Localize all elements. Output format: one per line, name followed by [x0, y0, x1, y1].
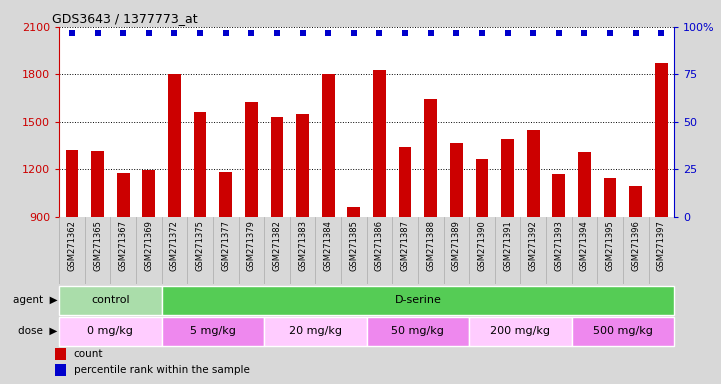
Bar [322, 74, 335, 217]
Bar [168, 74, 181, 217]
Text: 20 mg/kg: 20 mg/kg [289, 326, 342, 336]
Text: GSM271372: GSM271372 [170, 220, 179, 271]
Text: GSM271367: GSM271367 [119, 220, 128, 271]
Point [143, 30, 154, 36]
Bar [59, 286, 162, 315]
Point [451, 30, 462, 36]
Bar [245, 102, 257, 217]
Point [604, 30, 616, 36]
Text: GSM271386: GSM271386 [375, 220, 384, 271]
Text: 5 mg/kg: 5 mg/kg [190, 326, 236, 336]
Bar [59, 317, 162, 346]
Point [476, 30, 487, 36]
Bar [367, 317, 469, 346]
Point [655, 30, 667, 36]
Text: GSM271392: GSM271392 [528, 220, 538, 271]
Point [271, 30, 283, 36]
Text: GSM271362: GSM271362 [68, 220, 76, 271]
Text: GSM271382: GSM271382 [273, 220, 281, 271]
Bar [655, 63, 668, 217]
Text: GSM271394: GSM271394 [580, 220, 589, 271]
Bar [219, 172, 232, 217]
Bar [572, 317, 674, 346]
Bar [270, 117, 283, 217]
Point [630, 30, 642, 36]
Bar [194, 113, 206, 217]
Text: GSM271369: GSM271369 [144, 220, 154, 271]
Text: 50 mg/kg: 50 mg/kg [392, 326, 444, 336]
Text: percentile rank within the sample: percentile rank within the sample [74, 365, 249, 375]
Bar [143, 170, 155, 217]
Text: control: control [91, 295, 130, 306]
Point [425, 30, 436, 36]
Text: GSM271387: GSM271387 [401, 220, 410, 271]
Point [246, 30, 257, 36]
Point [194, 30, 205, 36]
Bar [348, 207, 360, 217]
Bar [91, 151, 104, 217]
Point [528, 30, 539, 36]
Bar [66, 151, 79, 217]
Bar [527, 130, 539, 217]
Point [66, 30, 78, 36]
Bar [476, 159, 488, 217]
Bar [55, 364, 66, 376]
Point [579, 30, 590, 36]
Text: GSM271389: GSM271389 [452, 220, 461, 271]
Bar [629, 186, 642, 217]
Text: dose  ▶: dose ▶ [18, 326, 58, 336]
Point [322, 30, 334, 36]
Text: GDS3643 / 1377773_at: GDS3643 / 1377773_at [52, 12, 198, 25]
Bar [162, 286, 674, 315]
Text: GSM271388: GSM271388 [426, 220, 435, 271]
Point [220, 30, 231, 36]
Text: 500 mg/kg: 500 mg/kg [593, 326, 653, 336]
Point [553, 30, 565, 36]
Point [297, 30, 309, 36]
Text: GSM271377: GSM271377 [221, 220, 230, 271]
Text: GSM271365: GSM271365 [93, 220, 102, 271]
Point [502, 30, 513, 36]
Text: GSM271384: GSM271384 [324, 220, 332, 271]
Bar [117, 174, 130, 217]
Bar [162, 317, 264, 346]
Point [92, 30, 103, 36]
Text: agent  ▶: agent ▶ [13, 295, 58, 306]
Point [118, 30, 129, 36]
Bar [469, 317, 572, 346]
Bar [450, 143, 463, 217]
Bar [264, 317, 366, 346]
Bar [603, 178, 616, 217]
Text: 200 mg/kg: 200 mg/kg [490, 326, 550, 336]
Text: GSM271396: GSM271396 [631, 220, 640, 271]
Text: GSM271375: GSM271375 [195, 220, 205, 271]
Bar [399, 147, 412, 217]
Bar [373, 70, 386, 217]
Bar [55, 349, 66, 360]
Text: count: count [74, 349, 103, 359]
Text: GSM271391: GSM271391 [503, 220, 512, 271]
Bar [424, 99, 437, 217]
Text: GSM271395: GSM271395 [606, 220, 614, 271]
Point [399, 30, 411, 36]
Text: GSM271397: GSM271397 [657, 220, 665, 271]
Text: GSM271379: GSM271379 [247, 220, 256, 271]
Point [373, 30, 385, 36]
Text: GSM271393: GSM271393 [554, 220, 563, 271]
Bar [578, 152, 590, 217]
Text: GSM271390: GSM271390 [477, 220, 487, 271]
Bar [552, 174, 565, 217]
Text: GSM271383: GSM271383 [298, 220, 307, 271]
Point [169, 30, 180, 36]
Text: D-serine: D-serine [394, 295, 441, 306]
Text: GSM271385: GSM271385 [349, 220, 358, 271]
Bar [501, 139, 514, 217]
Text: 0 mg/kg: 0 mg/kg [87, 326, 133, 336]
Bar [296, 114, 309, 217]
Point [348, 30, 360, 36]
